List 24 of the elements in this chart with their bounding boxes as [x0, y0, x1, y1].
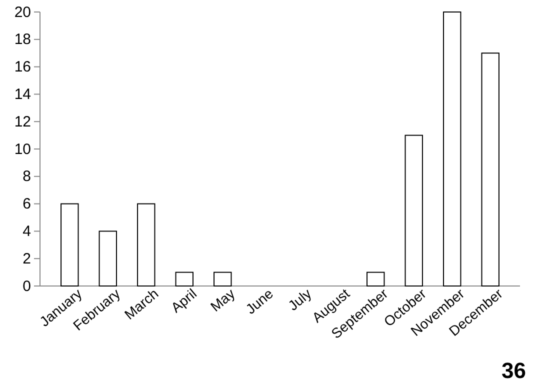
y-tick-label: 12 — [14, 113, 31, 130]
bar — [137, 203, 156, 286]
bar — [214, 272, 232, 286]
y-tick-label: 20 — [14, 4, 31, 21]
bar — [481, 52, 500, 286]
bar — [175, 272, 194, 286]
text: 36 — [502, 358, 526, 383]
bar — [60, 203, 79, 286]
x-tick-label: May — [207, 285, 238, 315]
y-tick-label: 16 — [14, 58, 31, 76]
y-tick-label: 14 — [14, 86, 31, 103]
y-tick-label: 8 — [22, 168, 31, 186]
y-tick-label: 4 — [22, 223, 31, 240]
y-tick-label: 6 — [22, 196, 31, 213]
y-tick-label: 10 — [14, 140, 31, 158]
x-tick-label: July — [284, 285, 314, 314]
bar — [443, 12, 462, 286]
bar — [366, 272, 385, 286]
y-tick-label: 0 — [22, 278, 31, 295]
bar — [98, 230, 117, 286]
y-tick-label: 18 — [14, 31, 31, 48]
y-tick-label: 2 — [22, 250, 31, 268]
x-tick-label: June — [242, 285, 276, 318]
bar — [404, 134, 423, 286]
